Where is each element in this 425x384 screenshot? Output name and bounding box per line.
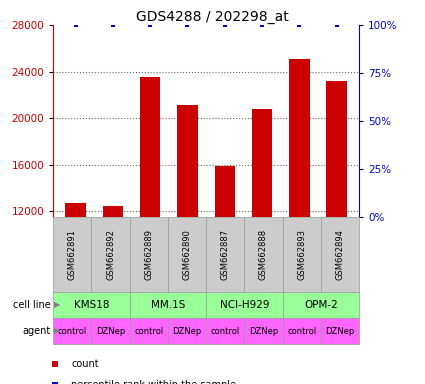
Bar (168, 318, 206, 344)
Point (51, 361, 58, 367)
Text: control: control (58, 326, 87, 336)
Text: DZNep: DZNep (326, 326, 354, 336)
Point (259, 22, 266, 28)
Bar (206, 217, 244, 292)
Bar (244, 217, 283, 292)
Text: GSM662890: GSM662890 (182, 229, 192, 280)
Bar (215, 166, 235, 351)
Text: ▶: ▶ (54, 300, 60, 310)
Text: cell line: cell line (13, 300, 51, 310)
Text: control: control (211, 326, 240, 336)
Bar (206, 318, 244, 344)
Bar (177, 105, 198, 351)
Text: DZNep: DZNep (173, 326, 201, 336)
Bar (244, 318, 283, 344)
Text: GSM662893: GSM662893 (297, 229, 306, 280)
Bar (283, 217, 321, 292)
Bar (140, 77, 160, 351)
Bar (321, 318, 359, 344)
Text: percentile rank within the sample: percentile rank within the sample (71, 380, 236, 384)
Text: count: count (71, 359, 99, 369)
Text: agent: agent (23, 326, 51, 336)
Point (72, 22, 79, 28)
Text: DZNep: DZNep (249, 326, 278, 336)
Bar (130, 217, 168, 292)
Bar (168, 217, 206, 292)
Bar (130, 318, 168, 344)
Bar (283, 318, 321, 344)
Point (221, 22, 228, 28)
Bar (283, 292, 359, 318)
Text: control: control (287, 326, 316, 336)
Bar (289, 59, 310, 351)
Bar (65, 203, 86, 351)
Text: MM.1S: MM.1S (151, 300, 185, 310)
Point (147, 22, 153, 28)
Bar (53, 318, 91, 344)
Text: GSM662888: GSM662888 (259, 229, 268, 280)
Point (109, 22, 116, 28)
Text: GDS4288 / 202298_at: GDS4288 / 202298_at (136, 10, 289, 23)
Point (51, 382, 58, 384)
Text: NCI-H929: NCI-H929 (220, 300, 269, 310)
Text: GSM662892: GSM662892 (106, 229, 115, 280)
Text: DZNep: DZNep (96, 326, 125, 336)
Text: GSM662891: GSM662891 (68, 229, 77, 280)
Bar (321, 217, 359, 292)
Point (296, 22, 303, 28)
Bar (206, 292, 283, 318)
Bar (252, 109, 272, 351)
Bar (102, 207, 123, 351)
Bar (326, 81, 347, 351)
Point (184, 22, 191, 28)
Bar (130, 292, 206, 318)
Text: KMS18: KMS18 (74, 300, 109, 310)
Text: ▶: ▶ (54, 326, 60, 336)
Bar (91, 318, 130, 344)
Text: OPM-2: OPM-2 (304, 300, 338, 310)
Bar (91, 217, 130, 292)
Bar (53, 217, 91, 292)
Text: GSM662889: GSM662889 (144, 229, 153, 280)
Text: GSM662887: GSM662887 (221, 229, 230, 280)
Text: control: control (134, 326, 163, 336)
Point (333, 22, 340, 28)
Text: GSM662894: GSM662894 (335, 229, 345, 280)
Bar (53, 292, 130, 318)
